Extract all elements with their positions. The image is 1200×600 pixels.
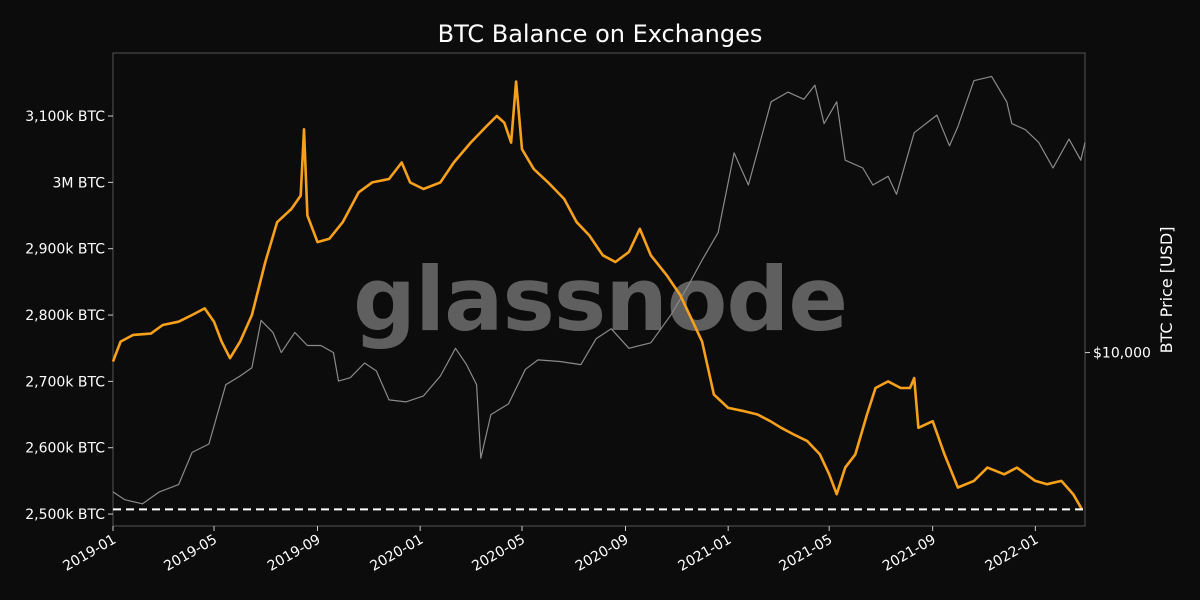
y-left-tick-label: 2,700k BTC <box>25 374 105 390</box>
x-tick-label: 2020-01 <box>368 532 427 575</box>
x-tick-label: 2020-09 <box>573 532 632 575</box>
y-left-tick-label: 2,900k BTC <box>25 242 105 258</box>
y-axis-right-ticks: $10,000 <box>1085 346 1151 362</box>
x-tick-label: 2021-09 <box>880 532 939 575</box>
balance-series-line <box>111 80 1083 510</box>
y-left-tick-label: 2,600k BTC <box>25 441 105 457</box>
x-tick-label: 2020-05 <box>469 532 528 575</box>
x-tick-label: 2019-01 <box>60 532 119 575</box>
price-series-line <box>112 75 1086 505</box>
watermark: glassnode <box>353 248 847 351</box>
y-axis-left-ticks: 2,500k BTC 2,600k BTC 2,700k BTC 2,800k BTC… <box>25 109 113 523</box>
x-tick-label: 2021-01 <box>676 532 735 575</box>
y-left-tick-label: 3M BTC <box>52 175 105 191</box>
chart-title: BTC Balance on Exchanges <box>438 20 763 48</box>
x-tick-label: 2019-09 <box>265 532 324 575</box>
balance-series-layer <box>111 80 1083 510</box>
y-axis-right-label: BTC Price [USD] <box>1157 227 1176 354</box>
plot-area-frame <box>112 52 1086 527</box>
x-axis-ticks: 2019-01 2019-05 2019-09 2020-01 2020-05 2020-… <box>60 526 1041 575</box>
price-series-layer <box>112 75 1086 505</box>
x-tick-label: 2021-05 <box>777 532 836 575</box>
y-left-tick-label: 3,100k BTC <box>25 109 105 125</box>
x-tick-label: 2022-01 <box>983 532 1042 575</box>
y-left-tick-label: 2,800k BTC <box>25 308 105 324</box>
y-right-tick-label: $10,000 <box>1093 346 1151 362</box>
y-left-tick-label: 2,500k BTC <box>25 507 105 523</box>
x-tick-label: 2019-05 <box>161 532 220 575</box>
